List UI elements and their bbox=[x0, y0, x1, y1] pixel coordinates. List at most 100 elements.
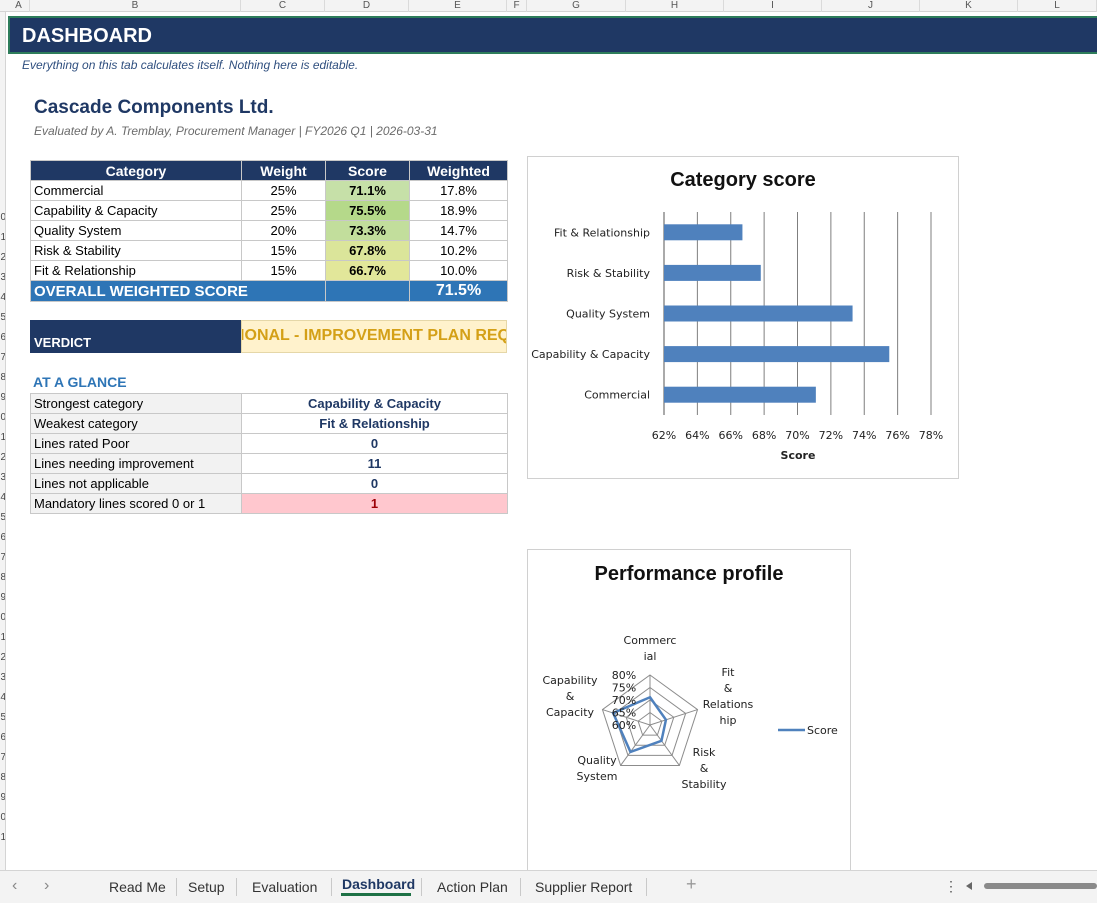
column-header[interactable]: E bbox=[409, 0, 507, 12]
category-score-chart[interactable]: Category score 62% 64% 66% 68% 70% 72% 74% 76% 7… bbox=[527, 156, 959, 479]
row-header[interactable]: 6 bbox=[0, 332, 6, 343]
tab-action-plan[interactable]: Action Plan bbox=[437, 879, 508, 895]
row-header[interactable]: 0 bbox=[0, 612, 6, 623]
row-header[interactable]: 0 bbox=[0, 812, 6, 823]
row-header[interactable]: 1 bbox=[0, 432, 6, 443]
cell-score[interactable]: 67.8% bbox=[325, 240, 410, 261]
row-header[interactable]: 5 bbox=[0, 512, 6, 523]
glance-value[interactable]: 0 bbox=[241, 473, 508, 494]
header-weight[interactable]: Weight bbox=[241, 160, 326, 181]
cell-weighted[interactable]: 10.0% bbox=[409, 260, 508, 281]
header-category[interactable]: Category bbox=[30, 160, 242, 181]
column-header[interactable]: D bbox=[325, 0, 409, 12]
cell-weighted[interactable]: 14.7% bbox=[409, 220, 508, 241]
row-header[interactable]: 4 bbox=[0, 692, 6, 703]
chevron-right-icon[interactable]: › bbox=[44, 877, 50, 894]
row-header[interactable]: 3 bbox=[0, 472, 6, 483]
column-header[interactable]: H bbox=[626, 0, 724, 12]
row-header[interactable]: 9 bbox=[0, 592, 6, 603]
row-header[interactable]: 4 bbox=[0, 492, 6, 503]
glance-value[interactable]: 1 bbox=[241, 493, 508, 514]
cell-category[interactable]: Commercial bbox=[30, 180, 242, 201]
row-header[interactable]: 2 bbox=[0, 252, 6, 263]
bar[interactable] bbox=[664, 224, 743, 241]
row-header[interactable]: 4 bbox=[0, 292, 6, 303]
row-header[interactable]: 3 bbox=[0, 272, 6, 283]
plus-icon[interactable]: + bbox=[686, 874, 697, 894]
cell-score[interactable]: 71.1% bbox=[325, 180, 410, 201]
column-header[interactable]: A bbox=[8, 0, 30, 12]
cell-weight[interactable]: 25% bbox=[241, 200, 326, 221]
row-header[interactable]: 9 bbox=[0, 392, 6, 403]
glance-label[interactable]: Lines rated Poor bbox=[30, 433, 242, 454]
column-header[interactable]: C bbox=[241, 0, 325, 12]
chevron-left-icon[interactable]: ‹ bbox=[12, 877, 18, 894]
tab-setup[interactable]: Setup bbox=[188, 879, 225, 895]
glance-value[interactable]: Fit & Relationship bbox=[241, 413, 508, 434]
tab-read-me[interactable]: Read Me bbox=[109, 879, 166, 895]
glance-value[interactable]: Capability & Capacity bbox=[241, 393, 508, 414]
row-header[interactable]: 6 bbox=[0, 532, 6, 543]
overall-score-blank[interactable] bbox=[325, 280, 410, 302]
row-header[interactable]: 7 bbox=[0, 352, 6, 363]
row-header[interactable]: 8 bbox=[0, 572, 6, 583]
cell-weighted[interactable]: 18.9% bbox=[409, 200, 508, 221]
verdict-cell[interactable]: ONDITIONAL - IMPROVEMENT PLAN REQ bbox=[241, 320, 507, 353]
header-weighted[interactable]: Weighted bbox=[409, 160, 508, 181]
cell-score[interactable]: 75.5% bbox=[325, 200, 410, 221]
header-score[interactable]: Score bbox=[325, 160, 410, 181]
column-header[interactable]: B bbox=[30, 0, 241, 12]
tab-dashboard[interactable]: Dashboard bbox=[342, 876, 416, 892]
radar-series-line[interactable] bbox=[611, 695, 668, 754]
column-header[interactable]: I bbox=[724, 0, 822, 12]
bar[interactable] bbox=[664, 386, 816, 403]
cell-category[interactable]: Risk & Stability bbox=[30, 240, 242, 261]
row-header[interactable]: 1 bbox=[0, 232, 6, 243]
row-header[interactable]: 5 bbox=[0, 712, 6, 723]
row-header[interactable]: 2 bbox=[0, 652, 6, 663]
performance-profile-chart[interactable]: Performance profile 80% 75% 70% 65% 60% Comme… bbox=[527, 549, 851, 871]
bar[interactable] bbox=[664, 305, 853, 322]
cell-weight[interactable]: 20% bbox=[241, 220, 326, 241]
glance-label[interactable]: Lines needing improvement bbox=[30, 453, 242, 474]
row-header[interactable]: 9 bbox=[0, 792, 6, 803]
row-header[interactable]: 0 bbox=[0, 412, 6, 423]
glance-label[interactable]: Weakest category bbox=[30, 413, 242, 434]
column-header[interactable]: F bbox=[507, 0, 527, 12]
row-header[interactable]: 0 bbox=[0, 212, 6, 223]
row-header[interactable]: 5 bbox=[0, 312, 6, 323]
row-header[interactable]: 1 bbox=[0, 632, 6, 643]
column-header[interactable]: J bbox=[822, 0, 920, 12]
overall-score-value[interactable]: 71.5% bbox=[409, 280, 508, 302]
cell-category[interactable]: Quality System bbox=[30, 220, 242, 241]
verdict-label[interactable]: VERDICT bbox=[30, 320, 241, 353]
cell-weighted[interactable]: 17.8% bbox=[409, 180, 508, 201]
cell-category[interactable]: Fit & Relationship bbox=[30, 260, 242, 281]
cell-weight[interactable]: 15% bbox=[241, 260, 326, 281]
row-header[interactable]: 6 bbox=[0, 732, 6, 743]
row-header[interactable]: 8 bbox=[0, 772, 6, 783]
row-header[interactable]: 2 bbox=[0, 452, 6, 463]
tab-supplier-report[interactable]: Supplier Report bbox=[535, 879, 633, 895]
cell-score[interactable]: 66.7% bbox=[325, 260, 410, 281]
cell-weighted[interactable]: 10.2% bbox=[409, 240, 508, 261]
bar[interactable] bbox=[664, 264, 761, 281]
row-header[interactable]: 8 bbox=[0, 372, 6, 383]
column-header[interactable]: L bbox=[1018, 0, 1097, 12]
horizontal-scrollbar[interactable] bbox=[966, 881, 1097, 891]
cell-weight[interactable]: 15% bbox=[241, 240, 326, 261]
glance-label[interactable]: Lines not applicable bbox=[30, 473, 242, 494]
glance-value[interactable]: 0 bbox=[241, 433, 508, 454]
glance-value[interactable]: 11 bbox=[241, 453, 508, 474]
row-header[interactable]: 3 bbox=[0, 672, 6, 683]
glance-label[interactable]: Mandatory lines scored 0 or 1 bbox=[30, 493, 242, 514]
row-header[interactable]: 1 bbox=[0, 832, 6, 843]
glance-label[interactable]: Strongest category bbox=[30, 393, 242, 414]
column-header[interactable]: K bbox=[920, 0, 1018, 12]
cell-score[interactable]: 73.3% bbox=[325, 220, 410, 241]
row-header[interactable]: 7 bbox=[0, 752, 6, 763]
tab-evaluation[interactable]: Evaluation bbox=[252, 879, 318, 895]
column-header[interactable]: G bbox=[527, 0, 626, 12]
cell-category[interactable]: Capability & Capacity bbox=[30, 200, 242, 221]
row-header[interactable]: 7 bbox=[0, 552, 6, 563]
